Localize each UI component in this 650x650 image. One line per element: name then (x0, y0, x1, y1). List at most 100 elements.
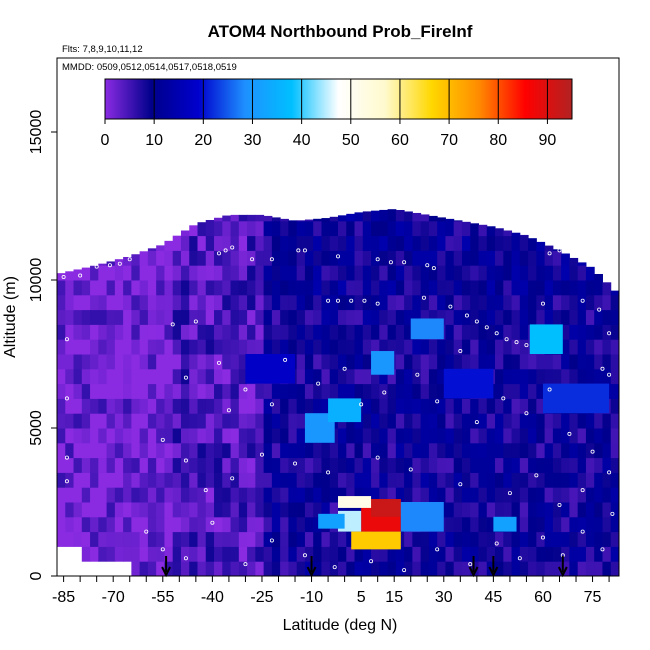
heatmap-cell (404, 561, 413, 576)
heatmap-cell (205, 324, 215, 340)
heatmap-cell (280, 428, 289, 444)
heatmap-cell (230, 442, 240, 459)
heatmap-cell (296, 250, 306, 266)
heatmap-cell (371, 265, 380, 281)
heatmap-cells (245, 318, 610, 550)
heatmap-cell (205, 428, 215, 444)
heatmap-cell (395, 442, 405, 459)
x-tick-label: 30 (435, 589, 453, 606)
heatmap-cell (338, 265, 347, 281)
heatmap-cell (147, 502, 157, 518)
heatmap-cell (98, 531, 108, 547)
heatmap-cell (90, 442, 99, 459)
heatmap-cell (123, 546, 132, 562)
heatmap-cell (478, 413, 488, 429)
heatmap-cell (528, 442, 537, 459)
heatmap-cell (164, 502, 174, 518)
heatmap-cell (329, 383, 339, 399)
heatmap-cell (602, 442, 612, 459)
heatmap-cell (131, 339, 141, 355)
heatmap-cell (602, 368, 612, 385)
heatmap-cell (577, 354, 587, 370)
heatmap-cell (214, 457, 223, 473)
heatmap-cell (445, 265, 455, 281)
heatmap-cell (544, 502, 554, 518)
heatmap-cell (528, 398, 537, 414)
heatmap-cell (147, 280, 157, 296)
heatmap-cell (486, 265, 496, 281)
heatmap-cell (470, 309, 479, 325)
heatmap-cell (131, 324, 141, 340)
heatmap-cell (486, 472, 496, 488)
heatmap-cell (371, 280, 380, 296)
heatmap-cell (304, 472, 314, 488)
heatmap-cell (230, 280, 240, 296)
heatmap-cell (288, 324, 298, 340)
heatmap-cell (255, 339, 265, 355)
heatmap-cell (503, 265, 513, 281)
heatmap-cell (205, 280, 215, 296)
heatmap-cell (511, 354, 521, 370)
heatmap-cell (255, 516, 265, 533)
observation-point (580, 488, 585, 493)
heatmap-cell (296, 428, 306, 444)
heatmap-cell (577, 413, 587, 429)
heatmap-cell (561, 546, 570, 562)
heatmap-cell (189, 265, 198, 281)
heatmap-cell (73, 457, 83, 473)
y-axis-label: Altitude (m) (2, 276, 19, 358)
heatmap-cell (428, 487, 438, 503)
heatmap-cell (247, 214, 256, 222)
heatmap-cell (453, 457, 463, 473)
heatmap-cell (346, 309, 356, 325)
heatmap-cell (230, 457, 240, 473)
heatmap-cell (577, 265, 587, 281)
observation-point (369, 559, 374, 564)
heatmap-cell (552, 280, 562, 296)
heatmap-cell (528, 413, 537, 429)
heatmap-cell (552, 502, 562, 518)
heatmap-cell (271, 502, 281, 518)
heatmap-cell (569, 457, 579, 473)
heatmap-cell (81, 267, 91, 281)
heatmap-cell (585, 487, 595, 503)
heatmap-cell (610, 428, 619, 444)
heatmap-cell (404, 472, 413, 488)
heatmap-cell (602, 472, 612, 488)
x-tick-label: -10 (300, 589, 323, 606)
heatmap-cell (478, 502, 488, 518)
heatmap-cell (461, 235, 471, 251)
heatmap-cell (304, 398, 314, 414)
heatmap-cell (371, 546, 380, 562)
heatmap-cell (180, 235, 190, 251)
heatmap-cell (346, 472, 356, 488)
heatmap-cell (445, 502, 455, 518)
x-tick-label: 5 (357, 589, 366, 606)
observation-point (269, 402, 274, 407)
heatmap-cell (156, 442, 165, 459)
heatmap-cell (172, 339, 182, 355)
heatmap-cell (321, 280, 331, 296)
heatmap-cell (478, 309, 488, 325)
heatmap-cell (461, 546, 471, 562)
heatmap-cell (577, 487, 587, 503)
heatmap-cell (65, 487, 75, 503)
heatmap-cell (230, 235, 240, 251)
heatmap-cell (379, 294, 389, 311)
heatmap-cell (610, 354, 619, 370)
observation-point (547, 387, 552, 392)
heatmap-cell (536, 531, 546, 547)
heatmap-cell (569, 324, 579, 340)
heatmap-cell (180, 383, 190, 399)
heatmap-cell (280, 220, 289, 237)
heatmap-cell (544, 280, 554, 296)
heatmap-cell (437, 354, 446, 370)
heatmap-cell (346, 220, 356, 237)
heatmap-cell (528, 368, 537, 385)
observation-point (567, 431, 572, 436)
heatmap-cell (445, 235, 455, 251)
heatmap-cell (156, 354, 165, 370)
heatmap-cell (247, 413, 256, 429)
heatmap-cell (412, 354, 422, 370)
heatmap-cell (362, 220, 372, 237)
